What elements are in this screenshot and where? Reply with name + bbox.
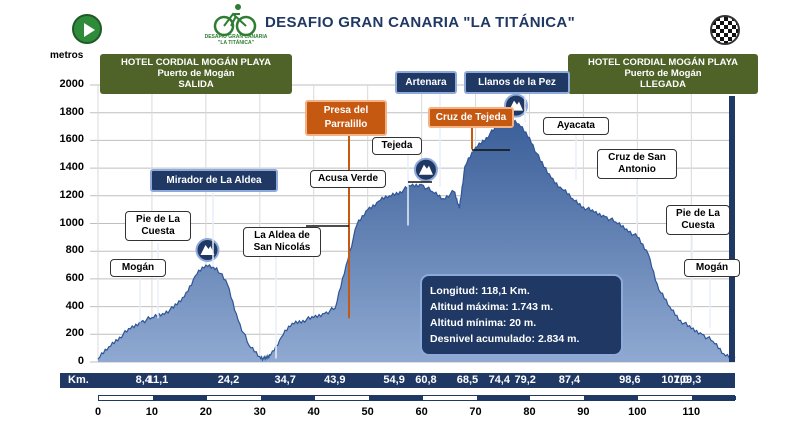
- start-hotel-tag: SALIDA: [178, 79, 214, 90]
- y-tick-label: 1600: [59, 133, 84, 146]
- km-mark-label: 8,4: [135, 374, 151, 386]
- label-cruz-de-san-antonio: Cruz de San Antonio: [597, 149, 677, 179]
- label-ayacata: Ayacata: [543, 117, 609, 135]
- label-la-aldea-de-san-nicolas: La Aldea de San Nicolás: [243, 227, 321, 257]
- stat-min-altitude: Altitud mínima: 20 m.: [430, 317, 537, 329]
- y-tick-label: 2000: [59, 78, 84, 90]
- km-mark-label: 54,9: [383, 374, 405, 386]
- x-tick-label: 10: [145, 406, 159, 418]
- scale-segment: [260, 396, 315, 400]
- mountain-icon: [413, 157, 438, 182]
- y-tick-label: 1200: [59, 188, 84, 201]
- label-mogan-finish: Mogán: [684, 259, 740, 277]
- y-tick-label: 0: [77, 355, 84, 367]
- km-mark-label: 109,3: [673, 374, 702, 386]
- x-tick-label: 80: [523, 406, 536, 418]
- km-mark-label: 24,2: [217, 374, 240, 386]
- km-bar-title: Km.: [68, 374, 89, 386]
- stat-max-altitude: Altitud máxima: 1.743 m.: [430, 301, 554, 313]
- label-tejeda: Tejeda: [372, 137, 422, 155]
- km-mark-label: 60,8: [415, 374, 437, 386]
- label-pie-de-la-cuesta-2: Pie de La Cuesta: [666, 205, 730, 235]
- km-mark-label: 11,1: [147, 374, 169, 386]
- mountain-icon: [195, 238, 220, 263]
- x-tick-label: 30: [253, 406, 266, 418]
- finish-hotel-tag: LLEGADA: [640, 79, 686, 90]
- logo-text: DESAFIO GRAN CANARIA "LA TITÁNICA": [198, 34, 274, 46]
- x-tick-label: 40: [307, 406, 320, 418]
- km-mark-label: 68,5: [456, 374, 479, 386]
- y-tick-label: 1000: [59, 216, 84, 229]
- finish-hotel-box: HOTEL CORDIAL MOGÁN PLAYA Puerto de Mogá…: [568, 54, 758, 94]
- finish-end-bar: [729, 96, 735, 362]
- y-tick-label: 600: [65, 271, 84, 284]
- label-artenara: Artenara: [395, 71, 457, 94]
- elevation-profile-line: [97, 119, 736, 362]
- km-mark-label: 87,4: [558, 374, 581, 386]
- km-mark-label: 43,9: [324, 374, 346, 386]
- scale-segment: [476, 396, 531, 400]
- km-mark-label: 107,0: [661, 374, 689, 386]
- logo-line-2: "LA TITÁNICA": [218, 40, 254, 46]
- x-tick-label: 90: [577, 406, 590, 418]
- start-hotel-box: HOTEL CORDIAL MOGÁN PLAYA Puerto de Mogá…: [100, 54, 292, 94]
- finish-hotel-name: HOTEL CORDIAL MOGÁN PLAYA: [588, 57, 738, 68]
- y-tick-label: 800: [65, 244, 84, 257]
- logo-line-1: DESAFIO GRAN CANARIA: [204, 34, 268, 40]
- start-hotel-place: Puerto de Mogán: [157, 68, 235, 79]
- y-axis-label: metros: [50, 50, 84, 61]
- y-tick-label: 200: [65, 327, 84, 340]
- y-tick-label: 1800: [59, 105, 84, 118]
- label-acusa-verde: Acusa Verde: [310, 170, 386, 188]
- cyclist-logo-icon: [213, 4, 257, 37]
- label-llanos-de-la-pez: Llanos de la Pez: [464, 71, 570, 94]
- label-cruz-de-tejeda: Cruz de Tejeda: [428, 107, 514, 128]
- km-mark-label: 79,2: [514, 374, 536, 386]
- stat-elevation-gain: Desnivel acumulado: 2.834 m.: [430, 333, 580, 345]
- chart-title: DESAFIO GRAN CANARIA "LA TITÁNICA": [265, 14, 575, 31]
- x-tick-label: 100: [628, 406, 647, 418]
- km-bar: [60, 373, 735, 388]
- route-stats-box: Longitud: 118,1 Km. Altitud máxima: 1.74…: [420, 274, 623, 356]
- km-mark-label: 74,4: [488, 374, 510, 386]
- label-presa-del-parralillo: Presa del Parralillo: [305, 100, 387, 136]
- play-icon[interactable]: [72, 14, 102, 44]
- km-mark-label: 98,6: [619, 374, 641, 386]
- finish-hotel-place: Puerto de Mogán: [624, 68, 702, 79]
- y-tick-label: 400: [65, 299, 84, 312]
- scale-segment: [152, 396, 207, 400]
- scale-segment: [584, 396, 639, 400]
- x-tick-label: 110: [682, 406, 701, 418]
- y-tick-label: 1400: [59, 161, 84, 174]
- stat-length: Longitud: 118,1 Km.: [430, 285, 530, 297]
- label-mogan-start: Mogán: [110, 259, 166, 277]
- x-tick-label: 0: [94, 406, 102, 418]
- start-hotel-name: HOTEL CORDIAL MOGÁN PLAYA: [121, 57, 271, 68]
- label-pie-de-la-cuesta-1: Pie de La Cuesta: [125, 211, 191, 241]
- label-presa-text: Presa del Parralillo: [323, 105, 369, 130]
- x-tick-label: 50: [361, 406, 374, 418]
- scale-segment: [368, 396, 423, 400]
- label-mirador-de-la-aldea: Mirador de La Aldea: [150, 169, 278, 192]
- x-axis-scale-bar: [98, 395, 736, 401]
- x-tick-label: 60: [415, 406, 428, 418]
- x-tick-label: 20: [199, 406, 212, 418]
- x-tick-label: 70: [469, 406, 482, 418]
- scale-segment: [692, 396, 736, 400]
- checkered-flag-icon[interactable]: [710, 15, 740, 45]
- km-mark-label: 34,7: [274, 374, 296, 386]
